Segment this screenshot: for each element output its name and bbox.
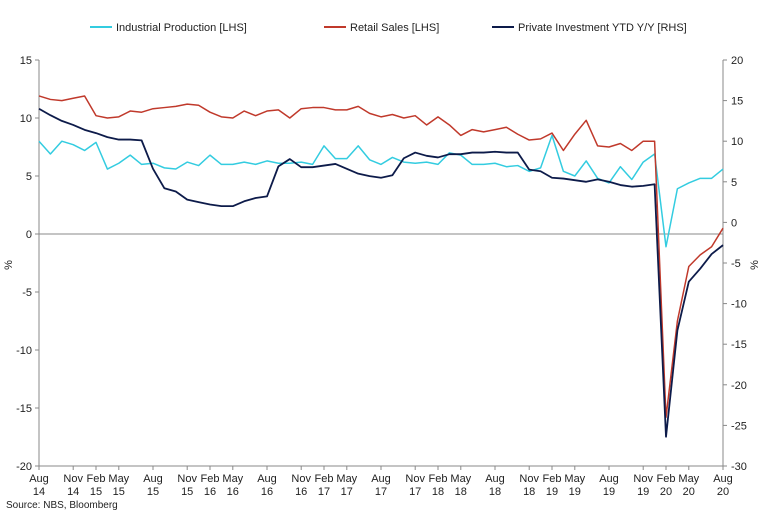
x-tick-label-year: 15: [113, 486, 125, 498]
legend-label-invest: Private Investment YTD Y/Y [RHS]: [518, 22, 687, 34]
x-tick-label-month: Nov: [291, 473, 311, 485]
x-tick-label-month: May: [108, 473, 129, 485]
left-tick-label: -15: [16, 403, 32, 415]
x-tick-label-month: May: [222, 473, 243, 485]
x-tick-label-month: Aug: [143, 473, 163, 485]
left-tick-label: -20: [16, 461, 32, 473]
x-tick-label-month: Feb: [429, 473, 448, 485]
series-line-private-investment: [38, 107, 724, 438]
x-tick-label-year: 16: [295, 486, 307, 498]
x-tick-label-year: 20: [660, 486, 672, 498]
left-tick-label: 5: [26, 171, 32, 183]
x-tick-label-month: Aug: [29, 473, 49, 485]
x-tick-label-month: Feb: [87, 473, 106, 485]
right-tick-label: 5: [731, 177, 737, 189]
x-tick-label-year: 14: [33, 486, 45, 498]
x-tick-label-month: May: [564, 473, 585, 485]
x-tick-label-month: Aug: [371, 473, 391, 485]
x-tick-label-year: 20: [717, 486, 729, 498]
x-tick-label-year: 19: [637, 486, 649, 498]
left-tick-label: 0: [26, 229, 32, 241]
legend-label-retail: Retail Sales [LHS]: [350, 22, 439, 34]
x-tick-label-month: Nov: [63, 473, 83, 485]
left-axis-title: %: [3, 260, 15, 270]
right-tick-label: 20: [731, 55, 743, 67]
x-tick-label-year: 19: [546, 486, 558, 498]
legend: Industrial Production [LHS] Retail Sales…: [90, 22, 687, 34]
x-tick-label-month: Aug: [599, 473, 619, 485]
axes: 15 10 5 0 -5 -10 -15 -20 20 15 10 5 0 -5 -10 -15 -20 -25 -…: [16, 55, 747, 498]
x-tick-label-month: Feb: [201, 473, 220, 485]
right-tick-label: -10: [731, 299, 747, 311]
right-tick-label: -15: [731, 339, 747, 351]
right-tick-label: -30: [731, 461, 747, 473]
series-line-retail-sales: [38, 95, 724, 419]
series-line-industrial-production: [38, 134, 724, 248]
x-tick-label-year: 19: [603, 486, 615, 498]
source-note: Source: NBS, Bloomberg: [6, 500, 118, 511]
x-tick-label-month: Feb: [315, 473, 334, 485]
x-tick-label-month: Aug: [257, 473, 277, 485]
x-tick-label-year: 18: [455, 486, 467, 498]
left-tick-label: 15: [20, 55, 32, 67]
x-tick-label-year: 16: [261, 486, 273, 498]
series-lines: [38, 95, 724, 438]
x-tick-label-year: 18: [523, 486, 535, 498]
x-tick-label-year: 19: [569, 486, 581, 498]
left-tick-label: -10: [16, 345, 32, 357]
x-tick-label-year: 17: [375, 486, 387, 498]
x-tick-label-year: 17: [318, 486, 330, 498]
x-tick-label-month: Aug: [713, 473, 733, 485]
x-tick-label-year: 20: [683, 486, 695, 498]
x-tick-label-month: Nov: [519, 473, 539, 485]
right-tick-label: -20: [731, 380, 747, 392]
x-tick-label-month: Feb: [543, 473, 562, 485]
x-tick-label-month: Aug: [485, 473, 505, 485]
right-tick-label: -25: [731, 420, 747, 432]
right-tick-label: 0: [731, 217, 737, 229]
x-tick-label-year: 15: [147, 486, 159, 498]
x-tick-label-year: 16: [204, 486, 216, 498]
x-tick-label-year: 18: [489, 486, 501, 498]
legend-label-ip: Industrial Production [LHS]: [116, 22, 247, 34]
x-tick-label-month: May: [678, 473, 699, 485]
right-axis-title: %: [749, 260, 761, 270]
x-tick-label-month: May: [336, 473, 357, 485]
x-tick-label-year: 16: [227, 486, 239, 498]
x-tick-label-year: 17: [409, 486, 421, 498]
x-tick-label-month: Feb: [657, 473, 676, 485]
x-tick-label-year: 18: [432, 486, 444, 498]
x-tick-label-year: 14: [67, 486, 79, 498]
left-tick-label: -5: [22, 287, 32, 299]
x-tick-label-month: Nov: [177, 473, 197, 485]
x-tick-label-month: May: [450, 473, 471, 485]
right-tick-label: 10: [731, 136, 743, 148]
left-tick-label: 10: [20, 113, 32, 125]
x-tick-label-month: Nov: [405, 473, 425, 485]
x-tick-label-year: 17: [341, 486, 353, 498]
x-tick-label-year: 15: [90, 486, 102, 498]
x-tick-label-year: 15: [181, 486, 193, 498]
right-tick-label: 15: [731, 96, 743, 108]
right-tick-label: -5: [731, 258, 741, 270]
x-tick-label-month: Nov: [633, 473, 653, 485]
